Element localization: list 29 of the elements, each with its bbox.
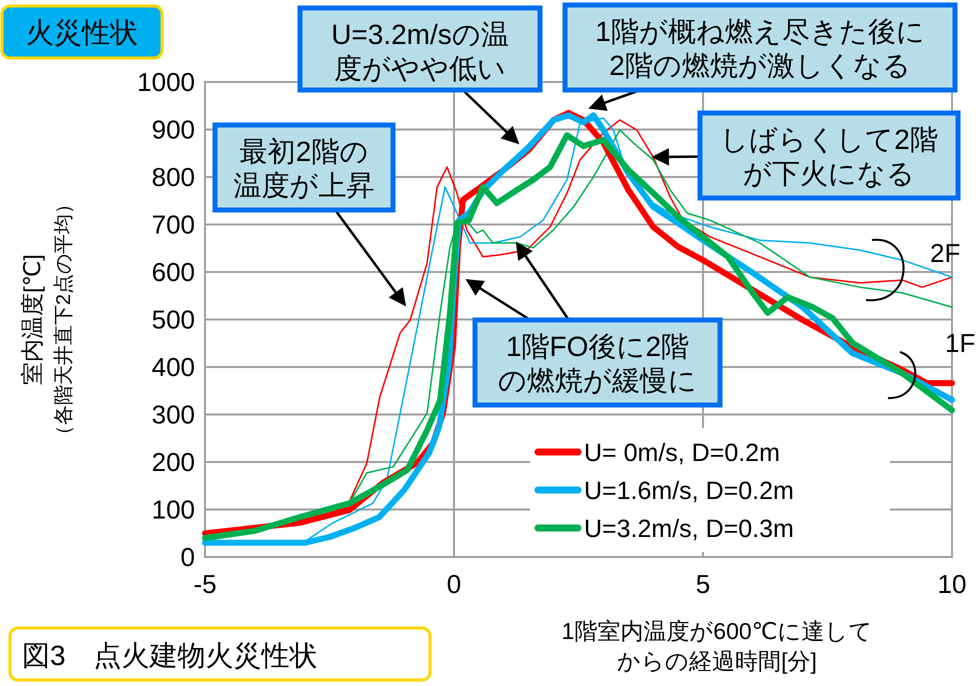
y-tick-label: 100	[152, 494, 195, 524]
chart-title: 火災性状	[26, 17, 138, 48]
legend-label: U= 0m/s, D=0.2m	[584, 439, 780, 467]
y-tick-label: 500	[152, 304, 195, 334]
y-tick-label: 400	[152, 352, 195, 382]
y-tick-label: 600	[152, 257, 195, 287]
y-tick-label: 900	[152, 114, 195, 144]
x-tick-label: 5	[696, 569, 710, 599]
legend-label: U=1.6m/s, D=0.2m	[584, 477, 794, 505]
y-tick-label: 300	[152, 400, 195, 430]
caption: 図3 点火建物火災性状	[22, 640, 318, 671]
x-tick-label: -5	[193, 569, 217, 599]
annotation: 2F	[930, 238, 960, 268]
annotation: U=3.2m/sの温度がやや低い	[331, 19, 509, 84]
annotation: 1F	[945, 328, 976, 358]
annotation: しばらくして2階が下火になる	[720, 124, 938, 189]
x-axis-title: 1階室内温度が600℃に達してからの経過時間[分]	[562, 618, 872, 674]
x-tick-label: 0	[446, 569, 462, 599]
y-tick-label: 0	[180, 542, 195, 572]
text: 1階が概ね燃え尽きた後に2階の燃焼が激しくなる	[595, 16, 925, 81]
annotation: 最初2階の温度が上昇	[234, 136, 374, 201]
annotation: 1階FO後に2階の燃焼が緩慢に	[498, 331, 697, 396]
y-tick-label: 200	[152, 447, 195, 477]
x-tick-label: 10	[938, 569, 966, 599]
y-tick-label: 800	[152, 162, 195, 192]
legend-label: U=3.2m/s, D=0.3m	[584, 515, 794, 543]
y-tick-label: 700	[152, 210, 195, 240]
y-axis-title: 室内温度[℃] （各階天井直下2点の平均）	[19, 194, 75, 446]
y-tick-label: 1000	[137, 67, 195, 97]
